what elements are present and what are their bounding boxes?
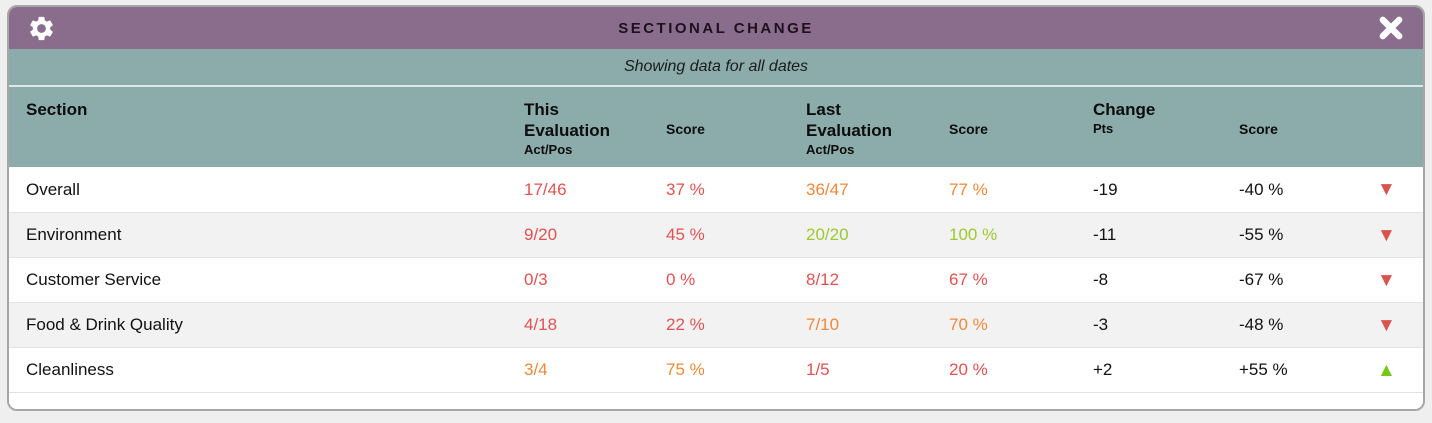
col-header-this-actpos-label: Act/Pos — [524, 142, 573, 157]
section-name: Cleanliness — [26, 360, 114, 379]
this-eval-actpos: 17/46 — [524, 179, 567, 199]
date-filter-status: Showing data for all dates — [9, 49, 1423, 87]
change-pts: -11 — [1093, 225, 1117, 244]
table-row[interactable]: Overall 17/46 37 % 36/47 77 % -19 -40 % … — [9, 167, 1423, 212]
last-eval-actpos: 20/20 — [806, 225, 849, 244]
this-eval-score: 75 % — [666, 360, 705, 379]
this-eval-actpos: 3/4 — [524, 360, 548, 379]
trend-arrow-icon: ▲ — [1377, 359, 1396, 381]
this-eval-actpos: 9/20 — [524, 225, 558, 244]
col-header-change-pts-label: Pts — [1093, 121, 1114, 136]
last-eval-score: 77 % — [949, 179, 988, 199]
gear-icon — [27, 14, 56, 43]
this-eval-score: 45 % — [666, 225, 705, 244]
table-body: Overall 17/46 37 % 36/47 77 % -19 -40 % … — [9, 167, 1423, 392]
close-icon — [1377, 14, 1405, 42]
last-eval-actpos: 8/12 — [806, 270, 840, 289]
table-row[interactable]: Customer Service 0/3 0 % 8/12 67 % -8 -6… — [9, 257, 1423, 302]
col-header-change: Change Pts — [1093, 87, 1239, 167]
change-score: -40 % — [1239, 179, 1284, 199]
change-pts: -3 — [1093, 315, 1109, 334]
last-eval-score: 70 % — [949, 315, 988, 334]
last-eval-actpos: 7/10 — [806, 315, 840, 334]
this-eval-score: 0 % — [666, 270, 696, 289]
this-eval-actpos: 4/18 — [524, 315, 558, 334]
section-name: Environment — [26, 225, 122, 244]
last-eval-score: 20 % — [949, 360, 988, 379]
this-eval-actpos: 0/3 — [524, 270, 548, 289]
this-eval-score: 37 % — [666, 179, 705, 199]
close-button[interactable] — [1375, 12, 1407, 44]
col-header-change-label: Change — [1093, 100, 1156, 119]
col-header-last-score: Score — [949, 121, 988, 137]
date-filter-status-text: Showing data for all dates — [623, 58, 809, 75]
table-row[interactable]: Food & Drink Quality 4/18 22 % 7/10 70 %… — [9, 302, 1423, 347]
table-header-row: Section This Evaluation Act/Pos Score La… — [9, 87, 1423, 167]
change-score: -48 % — [1239, 315, 1284, 334]
trend-arrow-icon: ▼ — [1377, 314, 1396, 336]
col-header-trend-spacer — [1377, 87, 1423, 167]
change-pts: -8 — [1093, 270, 1109, 289]
table-footer — [9, 392, 1423, 409]
change-pts: +2 — [1093, 360, 1113, 379]
col-header-this-score: Score — [666, 121, 705, 137]
section-name: Overall — [26, 179, 80, 199]
widget-titlebar: SECTIONAL CHANGE — [9, 7, 1423, 49]
widget-title: SECTIONAL CHANGE — [618, 19, 814, 37]
trend-arrow-icon: ▼ — [1377, 179, 1396, 200]
col-header-last-actpos-label: Act/Pos — [806, 142, 855, 157]
this-eval-score: 22 % — [666, 315, 705, 334]
col-header-section: Section — [26, 100, 88, 119]
col-header-change-score: Score — [1239, 121, 1278, 137]
trend-arrow-icon: ▼ — [1377, 224, 1396, 246]
sectional-change-widget: SECTIONAL CHANGE Showing data for all da… — [7, 5, 1425, 411]
change-pts: -19 — [1093, 179, 1118, 199]
table-row[interactable]: Cleanliness 3/4 75 % 1/5 20 % +2 +55 % ▲ — [9, 347, 1423, 392]
col-header-this-evaluation: This Evaluation Act/Pos — [524, 87, 666, 167]
section-name: Food & Drink Quality — [26, 315, 183, 334]
col-header-this-evaluation-label: This Evaluation — [524, 100, 610, 140]
last-eval-actpos: 36/47 — [806, 179, 849, 199]
trend-arrow-icon: ▼ — [1377, 269, 1396, 291]
table-row[interactable]: Environment 9/20 45 % 20/20 100 % -11 -5… — [9, 212, 1423, 257]
settings-button[interactable] — [25, 12, 57, 44]
col-header-last-evaluation: Last Evaluation Act/Pos — [806, 87, 949, 167]
change-score: -67 % — [1239, 270, 1284, 289]
last-eval-score: 100 % — [949, 225, 998, 244]
change-score: +55 % — [1239, 360, 1288, 379]
col-header-last-evaluation-label: Last Evaluation — [806, 100, 892, 140]
last-eval-score: 67 % — [949, 270, 988, 289]
section-name: Customer Service — [26, 270, 162, 289]
change-score: -55 % — [1239, 225, 1284, 244]
last-eval-actpos: 1/5 — [806, 360, 830, 379]
